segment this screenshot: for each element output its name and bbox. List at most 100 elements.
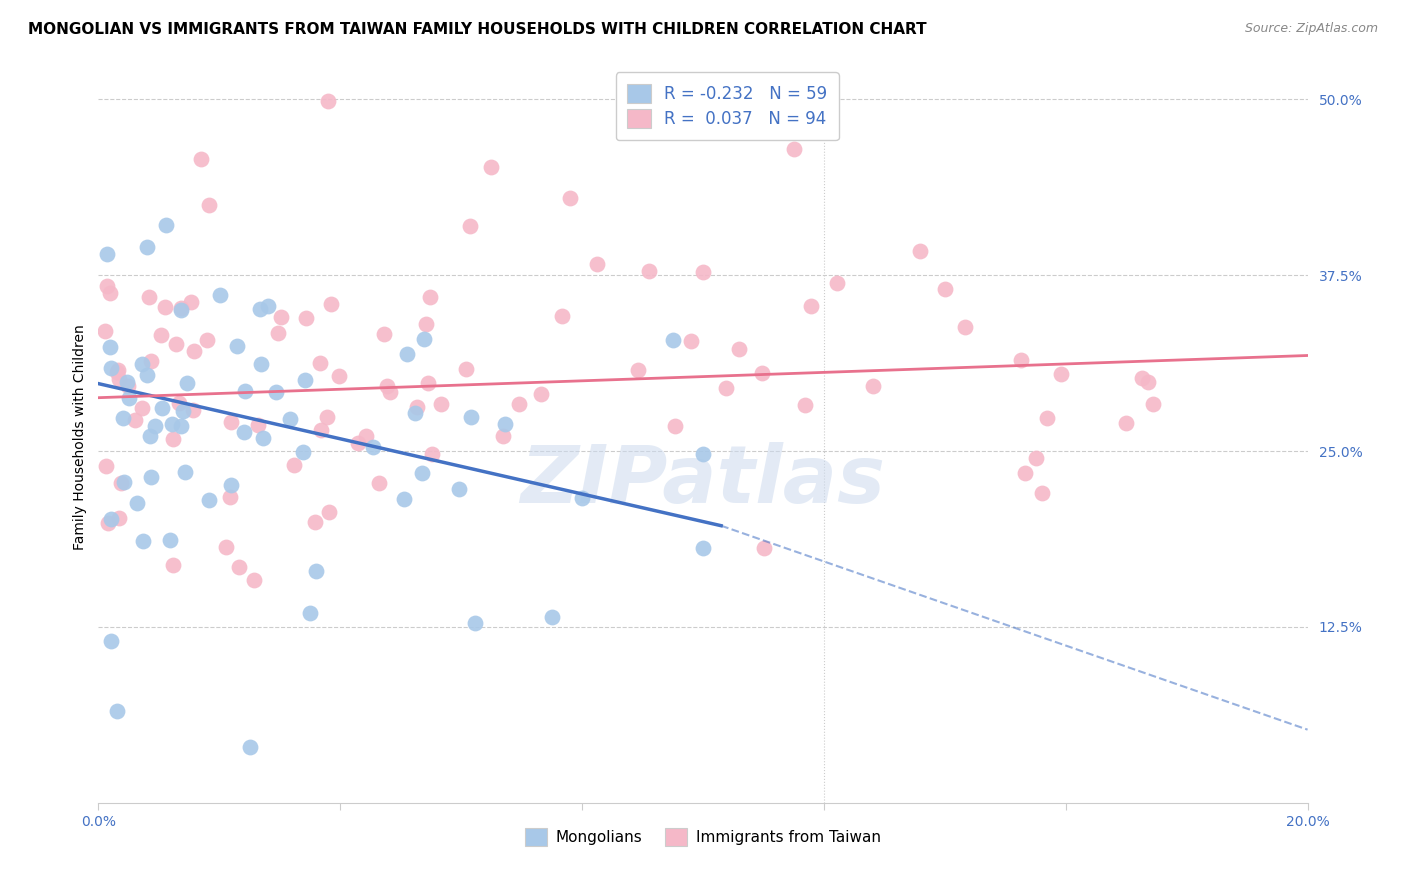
Point bbox=[908, 244, 931, 259]
Point bbox=[149, 327, 172, 342]
Point bbox=[1130, 371, 1153, 385]
Point bbox=[800, 298, 823, 312]
Point bbox=[125, 496, 148, 510]
Point bbox=[190, 152, 212, 166]
Point bbox=[247, 418, 270, 433]
Point bbox=[404, 406, 426, 420]
Point bbox=[155, 218, 177, 232]
Point bbox=[209, 288, 232, 302]
Point bbox=[139, 470, 162, 484]
Point bbox=[257, 300, 280, 314]
Point bbox=[162, 432, 184, 446]
Point bbox=[131, 401, 153, 416]
Point bbox=[1010, 353, 1032, 368]
Point bbox=[167, 396, 190, 410]
Point bbox=[294, 373, 316, 387]
Point bbox=[100, 511, 122, 525]
Point bbox=[111, 410, 134, 425]
Point bbox=[714, 381, 737, 395]
Point bbox=[155, 301, 177, 315]
Point bbox=[242, 573, 264, 587]
Y-axis label: Family Households with Children: Family Households with Children bbox=[73, 324, 87, 550]
Point bbox=[464, 615, 486, 630]
Point bbox=[692, 541, 714, 555]
Point bbox=[529, 387, 551, 401]
Point bbox=[299, 606, 322, 620]
Point bbox=[139, 353, 162, 368]
Point bbox=[752, 541, 775, 556]
Point bbox=[100, 634, 122, 648]
Point bbox=[551, 309, 574, 323]
Point bbox=[309, 355, 332, 369]
Legend: Mongolians, Immigrants from Taiwan: Mongolians, Immigrants from Taiwan bbox=[517, 821, 889, 854]
Point bbox=[228, 560, 250, 574]
Point bbox=[368, 475, 391, 490]
Point bbox=[135, 240, 157, 254]
Point bbox=[661, 333, 683, 347]
Point bbox=[1014, 466, 1036, 480]
Point bbox=[361, 440, 384, 454]
Point bbox=[1031, 486, 1053, 500]
Point bbox=[162, 417, 184, 432]
Point bbox=[934, 282, 956, 296]
Point bbox=[1024, 451, 1046, 466]
Point bbox=[481, 160, 503, 174]
Point bbox=[794, 398, 817, 412]
Point bbox=[132, 534, 155, 549]
Point bbox=[170, 301, 193, 315]
Point bbox=[107, 362, 129, 376]
Point bbox=[159, 533, 181, 547]
Point bbox=[117, 379, 139, 393]
Point bbox=[460, 409, 482, 424]
Point bbox=[415, 317, 437, 331]
Point bbox=[183, 343, 205, 358]
Point bbox=[681, 334, 703, 348]
Point bbox=[176, 376, 198, 390]
Point bbox=[494, 417, 516, 431]
Point bbox=[396, 347, 419, 361]
Point bbox=[115, 376, 138, 390]
Point bbox=[692, 447, 714, 461]
Point bbox=[97, 516, 120, 530]
Point bbox=[315, 410, 337, 425]
Point bbox=[571, 491, 593, 506]
Point bbox=[131, 357, 153, 371]
Point bbox=[783, 142, 806, 156]
Point bbox=[181, 403, 204, 417]
Point bbox=[294, 311, 316, 326]
Point bbox=[96, 279, 118, 293]
Point bbox=[283, 458, 305, 472]
Point bbox=[558, 191, 581, 205]
Point bbox=[458, 219, 481, 233]
Point bbox=[105, 705, 128, 719]
Point bbox=[373, 326, 395, 341]
Point bbox=[98, 286, 121, 301]
Point bbox=[150, 401, 173, 416]
Point bbox=[1136, 375, 1159, 389]
Point bbox=[321, 297, 343, 311]
Text: MONGOLIAN VS IMMIGRANTS FROM TAIWAN FAMILY HOUSEHOLDS WITH CHILDREN CORRELATION : MONGOLIAN VS IMMIGRANTS FROM TAIWAN FAMI… bbox=[28, 22, 927, 37]
Point bbox=[98, 341, 121, 355]
Point bbox=[1142, 397, 1164, 411]
Point bbox=[170, 303, 193, 318]
Text: Source: ZipAtlas.com: Source: ZipAtlas.com bbox=[1244, 22, 1378, 36]
Point bbox=[346, 435, 368, 450]
Point bbox=[225, 339, 247, 353]
Point bbox=[250, 357, 273, 371]
Point bbox=[412, 333, 434, 347]
Point bbox=[219, 490, 242, 504]
Point bbox=[354, 429, 377, 443]
Point bbox=[508, 397, 530, 411]
Point bbox=[318, 506, 340, 520]
Point bbox=[540, 610, 562, 624]
Point bbox=[173, 465, 195, 479]
Point bbox=[267, 326, 290, 341]
Point bbox=[96, 458, 118, 473]
Point bbox=[233, 425, 256, 439]
Point bbox=[139, 429, 162, 443]
Point bbox=[309, 424, 332, 438]
Point bbox=[172, 403, 194, 417]
Point bbox=[264, 384, 287, 399]
Point bbox=[664, 418, 686, 433]
Point bbox=[411, 466, 433, 480]
